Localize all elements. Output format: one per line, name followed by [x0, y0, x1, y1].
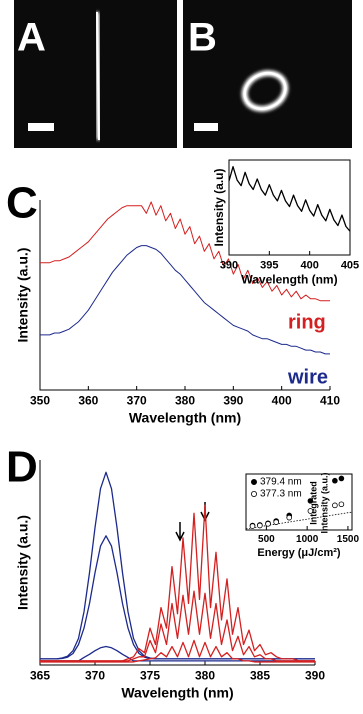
spectrum-line — [40, 246, 330, 354]
x-tick-label: 410 — [320, 394, 340, 408]
data-point — [339, 476, 344, 481]
legend-marker — [251, 479, 256, 484]
legend-label: 379.4 nm — [260, 477, 302, 488]
data-point — [287, 515, 292, 520]
x-tick-label: 500 — [258, 534, 275, 545]
x-tick-label: 350 — [30, 394, 50, 408]
x-axis-label: Wavelength (nm) — [121, 685, 233, 701]
data-point — [339, 502, 344, 507]
x-axis-label: Wavelength (nm) — [129, 410, 241, 426]
x-tick-label: 405 — [341, 259, 359, 271]
x-tick-label: 370 — [85, 669, 105, 683]
data-point — [250, 524, 255, 529]
x-tick-label: 1500 — [337, 534, 360, 545]
x-tick-label: 380 — [175, 394, 195, 408]
x-tick-label: 395 — [260, 259, 278, 271]
y-axis-label: Intensity (a.u) — [212, 168, 226, 246]
x-tick-label: 400 — [272, 394, 292, 408]
series-label: wire — [287, 366, 328, 388]
x-tick-label: 380 — [195, 669, 215, 683]
x-tick-label: 360 — [78, 394, 98, 408]
x-axis-label: Energy (μJ/cm²) — [257, 547, 340, 559]
y-axis-label: Intensity (a.u.) — [319, 472, 329, 533]
data-point — [332, 478, 337, 483]
data-point — [308, 509, 313, 514]
x-tick-label: 400 — [300, 259, 318, 271]
x-tick-label: 1000 — [296, 534, 319, 545]
panel-label: C — [6, 179, 38, 228]
panel-label: B — [188, 16, 217, 60]
data-point — [274, 520, 279, 525]
panel-label: D — [6, 443, 38, 492]
data-point — [257, 523, 262, 528]
legend-label: 377.3 nm — [260, 489, 302, 500]
x-tick-label: 390 — [223, 394, 243, 408]
x-axis-label: Wavelength (nm) — [241, 273, 337, 287]
data-point — [266, 521, 271, 526]
x-tick-label: 390 — [305, 669, 325, 683]
scale-bar — [28, 123, 54, 131]
x-tick-label: 365 — [30, 669, 50, 683]
x-tick-label: 390 — [220, 259, 238, 271]
scale-bar — [194, 123, 218, 131]
page: A B C 350 360 370 380 390 400 410 Wavelength (nm… — [0, 0, 363, 714]
figure: A B C 350 360 370 380 390 400 410 Wavelength (nm… — [0, 0, 363, 709]
y-axis-label: Intensity (a.u.) — [15, 248, 31, 343]
data-point — [332, 503, 337, 508]
legend-marker — [251, 491, 256, 496]
x-tick-label: 375 — [140, 669, 160, 683]
x-tick-label: 370 — [127, 394, 147, 408]
panel-label: A — [17, 16, 46, 60]
y-axis-label: Intensity (a.u.) — [15, 515, 31, 610]
data-point — [308, 498, 313, 503]
series-label: ring — [288, 311, 326, 333]
plot-frame — [229, 160, 350, 255]
x-tick-label: 385 — [250, 669, 270, 683]
